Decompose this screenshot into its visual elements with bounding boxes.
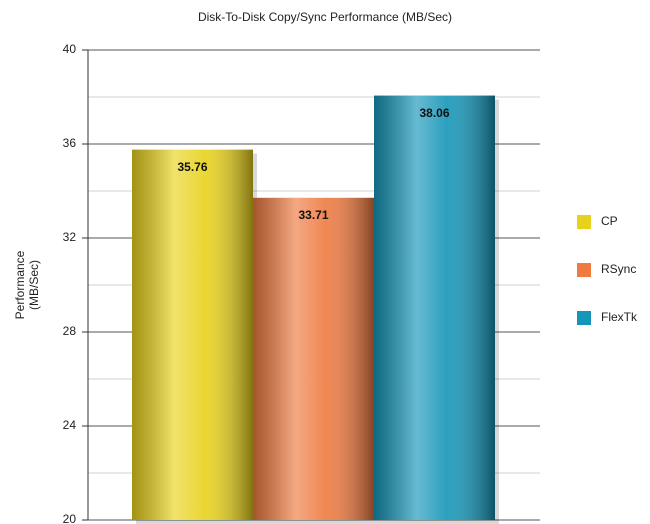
bar-shade	[374, 95, 495, 520]
legend-swatch	[577, 263, 591, 277]
y-axis-label-line: Performance	[13, 250, 27, 319]
value-label: 33.71	[298, 208, 328, 222]
value-label: 35.76	[177, 160, 207, 174]
bar-shade	[132, 149, 253, 520]
y-tick-label: 28	[63, 324, 77, 338]
legend-swatch	[577, 311, 591, 325]
y-tick-label: 40	[63, 42, 77, 56]
y-axis-label-line: (MB/Sec)	[27, 260, 41, 310]
chart-title: Disk-To-Disk Copy/Sync Performance (MB/S…	[198, 10, 452, 24]
value-label: 38.06	[419, 106, 449, 120]
y-tick-label: 20	[63, 512, 77, 524]
legend-swatch	[577, 215, 591, 229]
y-axis-label: Performance(MB/Sec)	[13, 250, 41, 319]
y-tick-label: 32	[63, 230, 77, 244]
legend-label: RSync	[601, 262, 636, 276]
bar-shade	[253, 197, 374, 520]
legend-label: FlexTk	[601, 310, 638, 324]
legend-label: CP	[601, 214, 618, 228]
y-tick-label: 24	[63, 418, 77, 432]
y-tick-label: 36	[63, 136, 77, 150]
